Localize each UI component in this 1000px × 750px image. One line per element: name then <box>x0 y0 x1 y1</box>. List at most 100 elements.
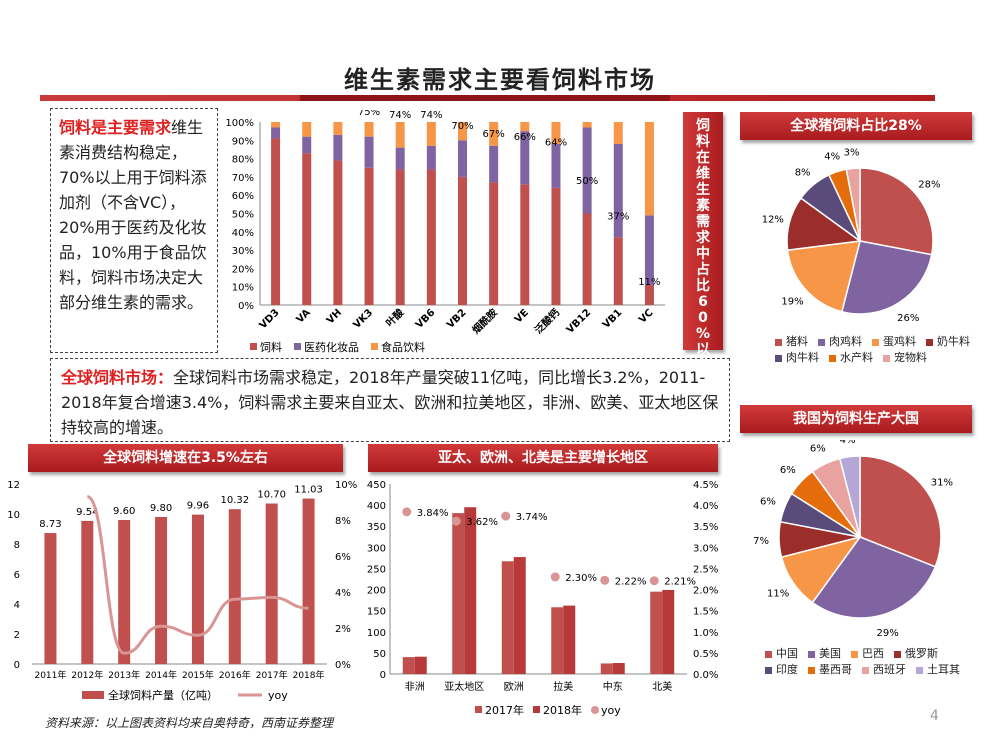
bar-饲料 <box>364 167 374 305</box>
banner-vertical: 饲料在维生素需求中占比60%以上 <box>683 112 723 374</box>
data-label: 8.73 <box>39 519 61 530</box>
legend-swatch <box>82 691 104 699</box>
bar-食品饮料 <box>364 122 374 137</box>
bar-2018 <box>662 589 675 674</box>
y-tick-label: 60% <box>232 191 254 202</box>
x-tick-label: 2017年 <box>256 669 288 681</box>
pie-label: 4% <box>824 151 840 162</box>
data-label: 9.54 <box>76 507 98 518</box>
pig-share-pie: 28% 26% 19% 12% 8% 4% 3% <box>762 147 941 324</box>
pie-label: 8% <box>795 168 811 179</box>
bar-医药化妆品 <box>302 136 312 154</box>
yoy-point <box>649 576 659 586</box>
y-right-tick-label: 1.0% <box>693 628 718 639</box>
y-left-tick-label: 4 <box>14 600 20 611</box>
data-label: 10.32 <box>220 495 249 506</box>
legend-label: yoy <box>601 704 621 717</box>
pie-label: 7% <box>753 536 769 547</box>
bar-global-feed <box>155 517 168 664</box>
regions-chart: 0 50 100 150 200 250 300 350 400 450 0.0% 0.5% 1.0% 1… <box>367 480 719 717</box>
legend-swatch <box>475 706 482 713</box>
bar-医药化妆品 <box>582 127 592 214</box>
data-label: 11% <box>638 277 660 288</box>
x-tick-label: 2014年 <box>145 669 177 681</box>
x-tick-label: VA <box>295 307 313 325</box>
bar-食品饮料 <box>644 122 654 216</box>
y-right-tick-label: 0.0% <box>693 670 718 681</box>
global-feed-chart: 0 2 4 6 8 10 12 0% 2% 4% 6% 8% 10% 8.73 2011年 9.54 2012年… <box>7 480 357 702</box>
china-share-pie: 31% 29% 11% 7% 6% 6% 6% 4% <box>753 440 953 639</box>
y-right-tick-label: 2.0% <box>693 586 718 597</box>
pie-label: 11% <box>767 589 789 600</box>
pie-label: 6% <box>780 465 796 476</box>
yoy-label: 3.74% <box>516 512 548 523</box>
bar-2018 <box>464 507 477 674</box>
bar-医药化妆品 <box>364 136 374 168</box>
x-tick-label: 非洲 <box>405 681 425 693</box>
legend-item: 墨西哥 <box>808 661 852 677</box>
bar-2017 <box>501 561 514 674</box>
bar-2017 <box>402 657 415 674</box>
legend-label: 蛋鸡料 <box>883 335 916 348</box>
bar-2018 <box>513 557 526 674</box>
legend-label: 医药化妆品 <box>304 340 359 354</box>
pie-slice-土耳其 <box>838 455 861 538</box>
legend-item: 奶牛料 <box>926 333 970 349</box>
legend-swatch <box>862 666 869 674</box>
bar-2017 <box>600 663 613 674</box>
legend-swatch <box>808 650 815 658</box>
bar-食品饮料 <box>395 122 405 148</box>
data-label: 9.80 <box>150 503 172 514</box>
x-tick-label: VD3 <box>258 307 282 331</box>
bar-食品饮料 <box>582 122 592 128</box>
data-label: 70% <box>451 121 473 132</box>
y-right-tick-label: 0% <box>335 660 351 671</box>
bar-医药化妆品 <box>271 127 281 139</box>
x-tick-label: 2016年 <box>219 669 251 681</box>
bar-饲料 <box>520 184 530 305</box>
bar-global-feed <box>228 509 241 664</box>
legend-item: 美国 <box>808 645 841 661</box>
data-label: 74% <box>389 110 411 121</box>
y-tick-label: 100% <box>225 118 254 129</box>
bar-饲料 <box>302 153 312 305</box>
x-tick-label: 泛酸钙 <box>532 306 562 336</box>
page-title: 维生素需求主要看饲料市场 <box>344 66 656 94</box>
x-tick-label: VK3 <box>352 307 376 331</box>
pie-label: 6% <box>810 443 826 454</box>
bar-饲料 <box>333 160 343 305</box>
legend-label: 奶牛料 <box>937 335 970 348</box>
bar-医药化妆品 <box>333 134 343 161</box>
pie-label: 3% <box>844 147 860 158</box>
y-left-tick-label: 400 <box>367 501 386 512</box>
x-tick-label: 2011年 <box>34 669 66 681</box>
pie-slice-猪料 <box>859 167 934 256</box>
pie-label: 12% <box>762 215 784 226</box>
title-underline-accent <box>300 95 670 101</box>
banner-vertical-text: 饲料在维生素需求中占比60%以上 <box>695 118 711 374</box>
china-share-legend: 中国 美国 巴西 俄罗斯印度 墨西哥 西班牙 土耳其 <box>765 645 980 677</box>
legend-item: 水产料 <box>829 349 873 365</box>
x-tick-label: 烟酰胺 <box>469 306 499 336</box>
pie-label: 19% <box>781 297 803 308</box>
x-tick-label: 2012年 <box>71 669 103 681</box>
data-label: 66% <box>514 132 536 143</box>
legend-swatch <box>533 706 540 713</box>
bar-饲料 <box>426 169 436 305</box>
x-tick-label: VB6 <box>414 307 438 331</box>
legend-swatch <box>371 343 378 350</box>
bar-饲料 <box>551 187 561 305</box>
bar-global-feed <box>81 520 94 664</box>
bar-2017 <box>650 591 663 674</box>
banner-global-growth: 全球饲料增速在3.5%左右 <box>28 444 343 472</box>
y-right-tick-label: 4.5% <box>693 480 718 491</box>
bar-2018 <box>563 605 576 674</box>
y-tick-label: 40% <box>232 228 254 239</box>
y-tick-label: 20% <box>232 264 254 275</box>
legend-item: 俄罗斯 <box>894 645 938 661</box>
bar-global-feed <box>44 533 57 664</box>
yoy-point <box>550 572 560 582</box>
legend-swatch <box>765 666 772 674</box>
legend-swatch <box>818 338 825 346</box>
bar-医药化妆品 <box>395 147 405 170</box>
